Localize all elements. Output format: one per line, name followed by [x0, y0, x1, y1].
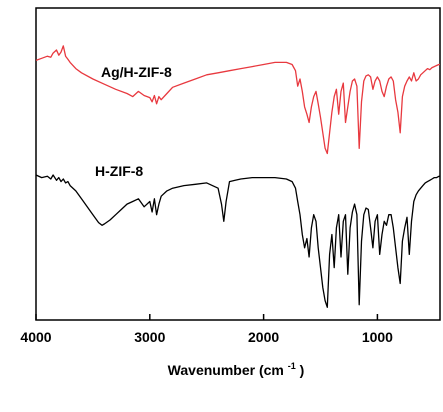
series-label-ag-h-zif-8: Ag/H-ZIF-8 [101, 64, 172, 80]
x-axis-title: Wavenumber (cm -1 ) [168, 356, 305, 378]
plot-frame [35, 7, 441, 321]
x-axis-title-unit-close: ) [300, 362, 305, 378]
x-tick-label: 4000 [20, 329, 51, 345]
x-axis-title-unit-open: (cm [259, 362, 284, 378]
series-line-h-zif-8 [35, 174, 440, 308]
x-axis-title-unit-sup: -1 [288, 361, 296, 371]
x-tick-label: 3000 [134, 329, 165, 345]
x-axis-tick-labels: 4000 3000 2000 1000 [20, 329, 393, 345]
series-lines [35, 45, 440, 308]
series-line-ag-h-zif-8 [35, 45, 440, 155]
series-label-h-zif-8: H-ZIF-8 [95, 163, 143, 179]
x-axis-title-main: Wavenumber [168, 362, 256, 378]
x-tick-label: 2000 [248, 329, 279, 345]
x-tick-label: 1000 [362, 329, 393, 345]
x-axis-ticks [35, 314, 379, 320]
